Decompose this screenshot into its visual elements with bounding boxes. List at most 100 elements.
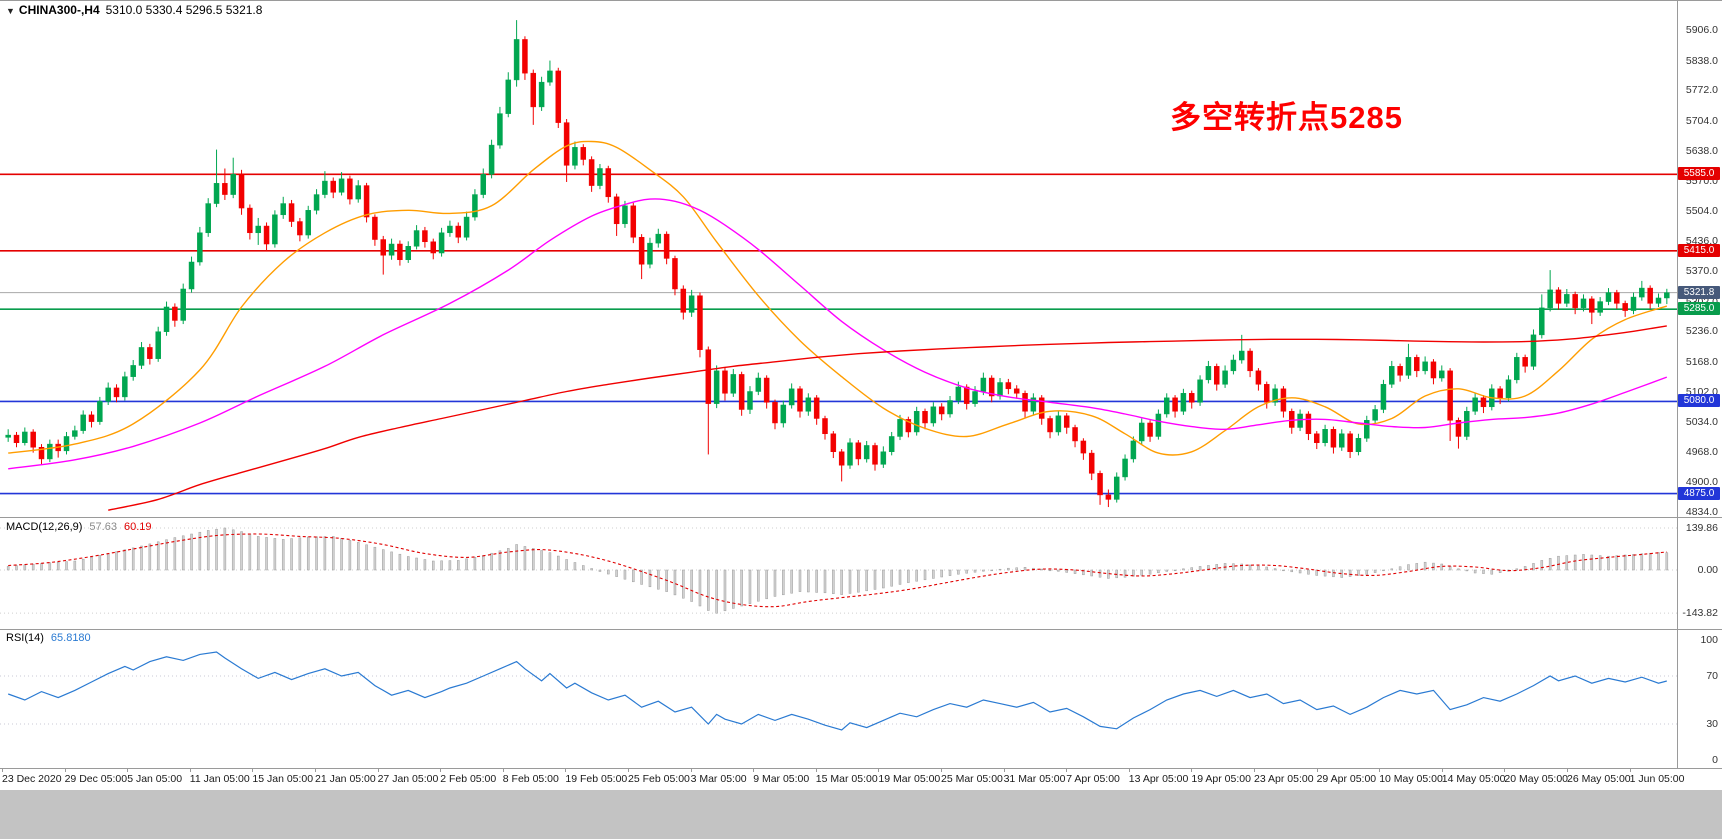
macd-tick-label: 139.86 [1685, 522, 1718, 535]
ohlc-values: 5310.0 5330.4 5296.5 5321.8 [105, 3, 263, 17]
time-tick [315, 768, 316, 772]
time-tick [1504, 768, 1506, 772]
rsi-name: RSI(14) [6, 632, 44, 644]
time-tick [1254, 768, 1255, 772]
candle-up [788, 388, 795, 406]
candle-down [680, 288, 687, 313]
candle-up [880, 451, 887, 465]
candle-down [855, 442, 862, 460]
time-tick-label: 11 Jan 05:00 [189, 773, 250, 785]
time-tick-label: 21 Jan 05:00 [315, 773, 376, 785]
candle-down [347, 178, 353, 200]
price-tick-label: 5370.0 [1685, 265, 1718, 277]
candle-up [513, 39, 520, 81]
time-tick-label: 26 May 05:00 [1567, 773, 1631, 785]
candle-down [430, 241, 437, 254]
candle-up [1505, 379, 1512, 399]
candle-down [722, 370, 728, 394]
candle-up [972, 391, 978, 404]
candle-down [147, 347, 153, 359]
candle-up [1122, 458, 1128, 478]
candle-down [1305, 413, 1312, 435]
macd-tick-label: 0.00 [1697, 564, 1718, 576]
time-tick [753, 768, 755, 772]
candle-down [1088, 452, 1095, 474]
candle-up [1297, 413, 1303, 428]
candle-down [613, 196, 620, 225]
candle-up [847, 442, 853, 466]
candle-down [630, 205, 637, 238]
candle-up [1364, 420, 1370, 439]
candle-up [547, 70, 553, 83]
candle-up [1163, 397, 1170, 415]
candle-down [397, 243, 403, 261]
time-tick-label: 23 Apr 05:00 [1254, 773, 1314, 785]
price-scale[interactable]: 5906.0 5838.0 5772.0 5704.0 5638.0 5570.0 5504… [1678, 0, 1722, 768]
candle-down [1447, 370, 1453, 421]
candle-up [1055, 415, 1062, 433]
candle-up [122, 376, 128, 398]
candle-down [1430, 361, 1437, 379]
chart-canvas[interactable] [0, 0, 1722, 790]
rsi-tick-label: 100 [1700, 634, 1718, 646]
candle-up [913, 411, 920, 433]
time-tick-label: 27 Jan 05:00 [377, 773, 439, 785]
candle-down [288, 203, 295, 222]
price-tick-label: 5034.0 [1685, 416, 1718, 429]
time-tick [1316, 768, 1318, 772]
candle-down [363, 185, 370, 218]
time-tick [2, 768, 3, 772]
candle-up [1639, 287, 1645, 298]
candle-down [1455, 420, 1462, 437]
candle-up [1372, 409, 1378, 421]
candle-up [1272, 388, 1278, 403]
price-tick-label: 5906.0 [1685, 24, 1718, 36]
time-tick [1066, 768, 1068, 772]
candle-down [30, 431, 36, 448]
candle-up [1597, 301, 1603, 313]
candle-down [638, 237, 645, 265]
candle-down [1280, 388, 1287, 412]
candle-down [1097, 473, 1103, 496]
candle-down [1072, 427, 1078, 442]
candle-up [1547, 289, 1553, 309]
candle-down [763, 377, 770, 403]
macd-signal-value: 60.19 [123, 521, 152, 533]
time-tick-label: 7 Apr 05:00 [1066, 773, 1120, 785]
candle-down [1347, 433, 1353, 452]
candle-up [980, 377, 987, 392]
candle-down [1047, 418, 1053, 433]
candle-down [938, 406, 945, 415]
candle-down [380, 239, 386, 256]
time-tick-label: 10 May 05:00 [1379, 773, 1443, 785]
price-tick-label: 5704.0 [1685, 114, 1718, 127]
candle-down [1497, 388, 1503, 399]
time-tick-label: 15 Jan 05:00 [252, 773, 314, 785]
candle-up [1113, 476, 1120, 500]
price-tick-label: 5772.0 [1685, 84, 1718, 97]
candle-up [72, 430, 78, 437]
candle-up [1405, 357, 1412, 376]
time-tick-label: 31 Mar 05:00 [1003, 773, 1066, 785]
time-tick [878, 768, 880, 772]
time-tick [1441, 768, 1443, 772]
candle-up [313, 194, 320, 211]
collapse-ohlc-icon[interactable]: ▼ [6, 6, 15, 16]
time-tick [252, 768, 254, 772]
time-tick [377, 768, 379, 772]
time-scale[interactable]: 23 Dec 2020 29 Dec 05:00 5 Jan 05:00 11 Jan… [0, 768, 1684, 790]
candle-up [897, 419, 903, 437]
candle-down [372, 216, 378, 240]
macd-indicator-label: MACD(12,26,9) 57.63 60.19 [6, 521, 151, 533]
time-tick [189, 768, 191, 772]
candle-up [1339, 433, 1345, 448]
candle-down [580, 147, 587, 160]
candle-down [172, 306, 178, 321]
candle-down [1647, 287, 1653, 304]
time-tick [1191, 768, 1193, 772]
candle-up [1380, 384, 1387, 410]
candle-down [1188, 393, 1195, 403]
candle-up [1422, 361, 1428, 372]
candle-up [1322, 429, 1328, 444]
time-tick-label: 25 Mar 05:00 [941, 773, 1003, 785]
